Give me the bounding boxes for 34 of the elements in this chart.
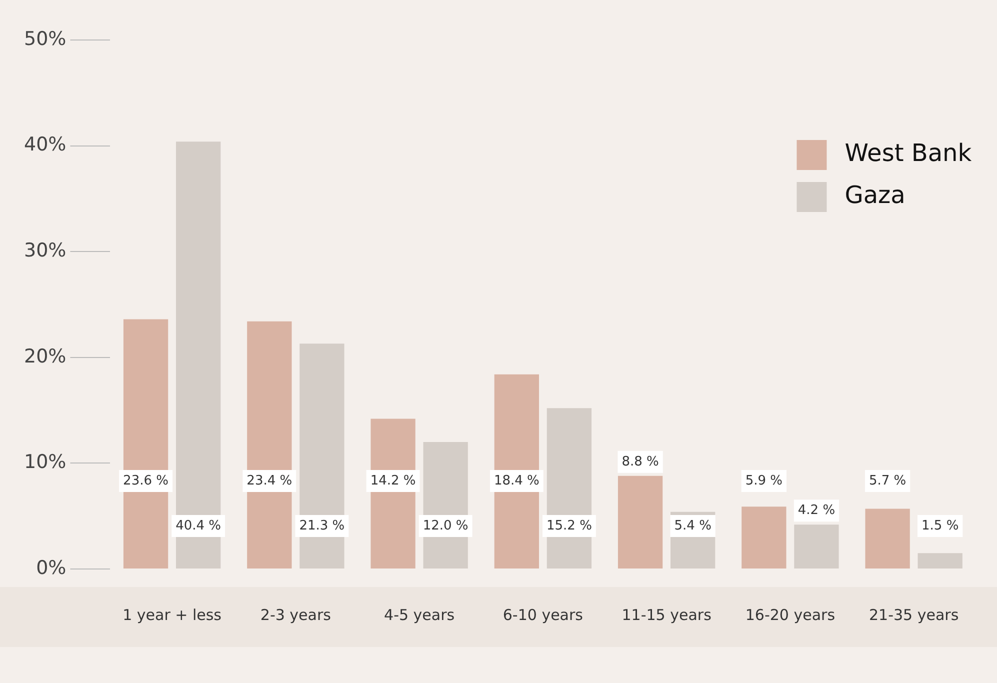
data-label: 40.4 % xyxy=(176,518,222,534)
data-label: 5.7 % xyxy=(868,473,906,488)
bar xyxy=(918,553,962,568)
y-tick-label: 40% xyxy=(24,134,66,156)
y-tick-label: 20% xyxy=(24,345,66,368)
data-label: 14.2 % xyxy=(370,473,416,488)
data-label: 1.5 % xyxy=(922,518,959,534)
x-tick-label: 2-3 years xyxy=(260,606,332,624)
x-tick-label: 21-35 years xyxy=(869,606,959,624)
x-tick-label: 6-10 years xyxy=(502,606,584,624)
legend-label: West Bank xyxy=(844,139,972,168)
data-label: 23.6 % xyxy=(123,473,168,488)
y-tick-label: 50% xyxy=(24,28,66,50)
data-label: 18.4 % xyxy=(494,473,540,488)
data-label: 8.8 % xyxy=(622,454,659,470)
bar xyxy=(618,476,663,568)
bar xyxy=(742,506,786,568)
data-label: 15.2 % xyxy=(546,518,592,534)
x-tick-label: 4-5 years xyxy=(384,606,455,624)
x-tick-label: 1 year + less xyxy=(122,606,222,624)
legend-label: Gaza xyxy=(844,181,906,210)
data-label: 5.4 % xyxy=(674,518,712,534)
data-label: 12.0 % xyxy=(422,518,468,534)
bar xyxy=(865,508,910,568)
data-label: 23.4 % xyxy=(246,473,292,488)
data-label: 21.3 % xyxy=(299,518,345,534)
x-tick-label: 11-15 years xyxy=(622,606,712,624)
y-tick-label: 10% xyxy=(24,451,66,474)
data-label: 4.2 % xyxy=(798,502,836,518)
y-tick-label: 0% xyxy=(36,556,66,579)
data-label: 5.9 % xyxy=(745,473,783,488)
x-tick-label: 16-20 years xyxy=(745,606,836,624)
bar xyxy=(794,524,839,568)
y-tick-label: 30% xyxy=(24,240,66,262)
